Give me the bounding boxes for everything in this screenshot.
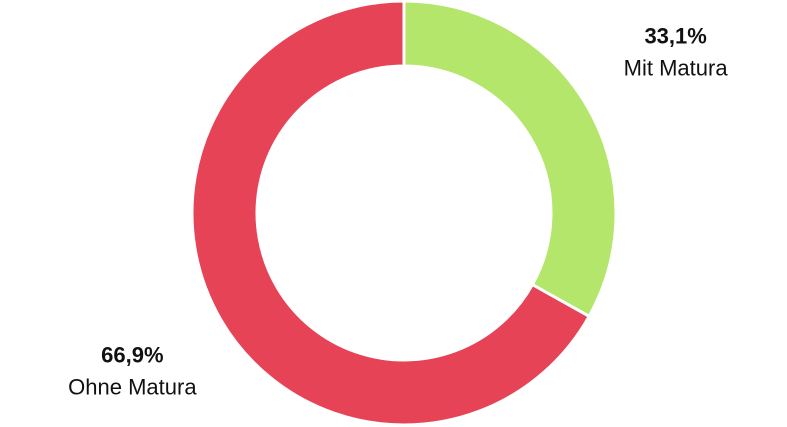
category-label: Mit Matura <box>624 55 729 80</box>
value-label: 66,9% <box>101 342 163 367</box>
category-label: Ohne Matura <box>68 374 197 399</box>
donut-segment <box>402 0 618 319</box>
value-label: 33,1% <box>644 23 706 48</box>
donut-segment <box>190 0 592 427</box>
